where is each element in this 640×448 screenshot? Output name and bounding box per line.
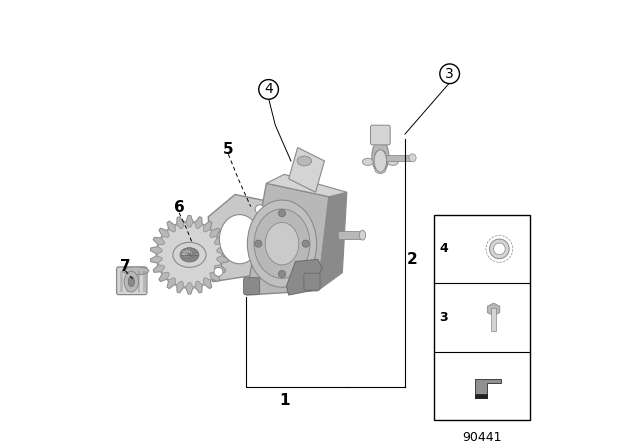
- Polygon shape: [289, 147, 324, 192]
- Text: 7: 7: [120, 258, 131, 274]
- FancyBboxPatch shape: [244, 278, 260, 295]
- Ellipse shape: [359, 230, 365, 240]
- Ellipse shape: [372, 140, 389, 172]
- Circle shape: [214, 267, 223, 276]
- Text: 6: 6: [174, 200, 184, 215]
- Ellipse shape: [362, 158, 373, 165]
- Ellipse shape: [254, 209, 310, 278]
- Polygon shape: [157, 223, 221, 287]
- Circle shape: [302, 240, 309, 247]
- Text: 3: 3: [440, 311, 448, 324]
- Circle shape: [278, 271, 285, 278]
- Ellipse shape: [387, 158, 398, 165]
- Ellipse shape: [124, 271, 138, 292]
- Bar: [120, 271, 123, 293]
- Polygon shape: [476, 379, 501, 398]
- Bar: [132, 271, 134, 293]
- Circle shape: [255, 240, 262, 247]
- Circle shape: [255, 205, 264, 214]
- Ellipse shape: [375, 150, 386, 157]
- Ellipse shape: [374, 150, 387, 172]
- Polygon shape: [287, 259, 322, 295]
- Bar: [138, 271, 140, 293]
- Ellipse shape: [220, 215, 260, 264]
- Polygon shape: [150, 215, 228, 294]
- Polygon shape: [476, 394, 487, 398]
- Text: 3: 3: [445, 67, 454, 81]
- Polygon shape: [246, 183, 329, 295]
- Text: 1: 1: [279, 392, 289, 408]
- Text: 4: 4: [264, 82, 273, 96]
- Circle shape: [259, 258, 268, 267]
- Polygon shape: [266, 174, 347, 197]
- Ellipse shape: [297, 156, 312, 166]
- FancyBboxPatch shape: [304, 273, 320, 290]
- Ellipse shape: [247, 200, 317, 287]
- Circle shape: [259, 80, 278, 99]
- Bar: [434, 215, 530, 420]
- Ellipse shape: [265, 222, 299, 265]
- Circle shape: [440, 64, 460, 84]
- Ellipse shape: [123, 267, 148, 275]
- Ellipse shape: [128, 277, 134, 287]
- Bar: [143, 271, 146, 293]
- Ellipse shape: [409, 154, 416, 162]
- Bar: [386, 155, 412, 161]
- Polygon shape: [208, 194, 271, 282]
- Ellipse shape: [173, 242, 206, 267]
- Bar: [492, 309, 496, 331]
- FancyBboxPatch shape: [116, 267, 147, 295]
- Polygon shape: [318, 192, 347, 291]
- Ellipse shape: [180, 248, 199, 262]
- Ellipse shape: [375, 166, 386, 173]
- FancyBboxPatch shape: [371, 125, 390, 145]
- Polygon shape: [488, 303, 500, 316]
- Text: 4: 4: [440, 242, 448, 255]
- Circle shape: [493, 243, 505, 254]
- Bar: [338, 231, 362, 239]
- Text: 5: 5: [223, 142, 234, 157]
- Bar: [126, 271, 129, 293]
- Ellipse shape: [182, 250, 192, 257]
- Circle shape: [490, 239, 509, 258]
- Text: 90441: 90441: [462, 431, 502, 444]
- Circle shape: [278, 210, 285, 217]
- Text: 2: 2: [407, 252, 418, 267]
